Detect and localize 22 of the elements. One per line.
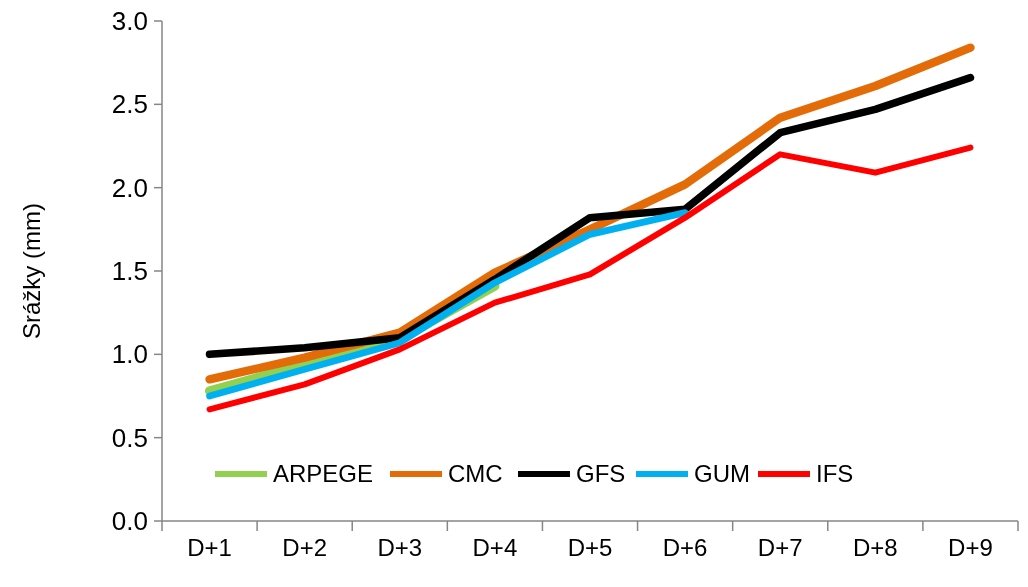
x-tick-label: D+5 [567, 534, 613, 561]
legend-label: GUM [694, 460, 750, 488]
y-tick-label: 0.5 [111, 422, 148, 453]
legend-label: GFS [576, 460, 626, 488]
y-tick-label: 0.0 [111, 506, 148, 537]
legend-label: CMC [448, 460, 503, 488]
y-tick-label: 1.0 [111, 339, 148, 370]
x-tick-label: D+7 [757, 534, 803, 561]
x-tick-label: D+4 [472, 534, 518, 561]
legend-label: ARPEGE [273, 460, 374, 488]
x-tick-label: D+8 [852, 534, 898, 561]
y-tick-label: 2.0 [111, 172, 148, 203]
y-tick-label: 3.0 [111, 6, 148, 37]
x-tick-label: D+3 [377, 534, 423, 561]
y-axis-title: Srážky (mm) [18, 203, 45, 339]
x-tick-label: D+9 [948, 534, 993, 561]
y-tick-label: 1.5 [111, 256, 148, 287]
legend-label: IFS [816, 460, 854, 488]
x-tick-label: D+2 [282, 534, 328, 561]
y-tick-label: 2.5 [111, 89, 148, 120]
x-tick-label: D+1 [187, 534, 232, 561]
x-tick-label: D+6 [662, 534, 708, 561]
